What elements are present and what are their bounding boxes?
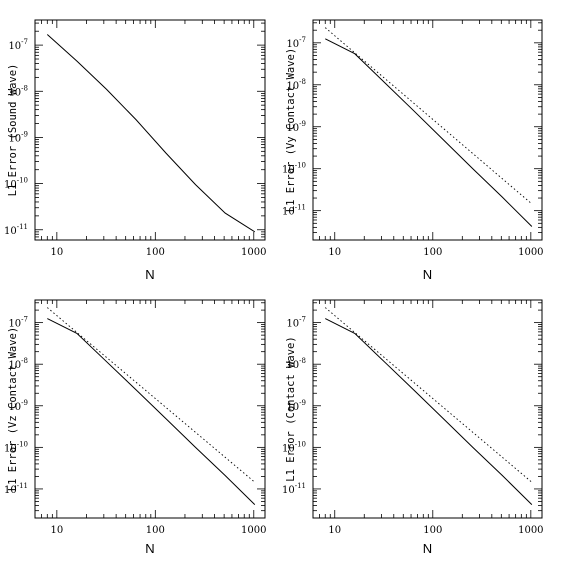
- chart-panel-1: 10 100 1000 10-11 10-10 10-9 10-8 10-7 N L1 Error…: [4, 19, 267, 282]
- x-tick-label: 10: [328, 247, 341, 258]
- y-tick-label: 10-11: [4, 482, 28, 496]
- y-tick-label: 10-8: [8, 357, 28, 371]
- x-tick-label: 100: [146, 525, 165, 536]
- y-tick-label: 10-10: [4, 440, 28, 454]
- chart-panel-3: 10 100 1000 10-11 10-10 10-9 10-8 10-7 N L1 Error…: [4, 299, 267, 556]
- y-tick-label: 10-10: [282, 440, 306, 454]
- y-axis-label: L1 Error (Contact Wave): [285, 336, 297, 481]
- y-tick-label: 10-9: [286, 120, 306, 134]
- y-tick-label: 10-7: [286, 36, 306, 50]
- y-axis-label: L1 Error (Vz Contact Wave): [7, 327, 19, 491]
- x-axis-label: N: [145, 267, 154, 282]
- error-series-line: [325, 38, 533, 227]
- reference-line: [47, 307, 256, 483]
- chart-panel-2: 10 100 1000 10-11 10-10 10-9 10-8 10-7 N L1 Error…: [282, 19, 544, 282]
- y-tick-label: 10-8: [286, 78, 306, 92]
- y-tick-label: 10-11: [282, 482, 306, 496]
- plot-frame: [34, 19, 266, 241]
- x-tick-label: 100: [423, 247, 442, 258]
- plot-frame: [312, 19, 543, 241]
- x-tick-label: 1000: [518, 525, 543, 536]
- x-tick-label: 1000: [241, 247, 266, 258]
- y-tick-label: 10-7: [286, 316, 306, 330]
- y-tick-label: 10-9: [286, 399, 306, 413]
- error-series-line: [46, 34, 256, 233]
- x-tick-label: 10: [50, 525, 63, 536]
- error-series-line: [325, 318, 533, 505]
- y-tick-label: 10-8: [8, 84, 28, 98]
- y-tick-label: 10-7: [8, 316, 28, 330]
- error-series-line: [47, 318, 256, 505]
- y-tick-label: 10-8: [286, 357, 306, 371]
- x-tick-label: 10: [328, 525, 341, 536]
- y-tick-label: 10-11: [282, 204, 306, 218]
- y-axis-label: L1 Error (Vy Contact Wave): [285, 48, 297, 212]
- x-axis-label: N: [423, 267, 432, 282]
- y-tick-label: 10-10: [4, 177, 28, 191]
- y-tick-label: 10-9: [8, 130, 28, 144]
- x-axis-label: N: [145, 541, 154, 556]
- x-tick-label: 1000: [241, 525, 266, 536]
- plot-frame: [312, 299, 543, 519]
- reference-line: [324, 27, 533, 205]
- y-tick-label: 10-10: [282, 162, 306, 176]
- y-tick-label: 10-11: [4, 223, 28, 237]
- reference-line: [324, 307, 533, 483]
- chart-panel-4: 10 100 1000 10-11 10-10 10-9 10-8 10-7 N L1 Error…: [282, 299, 544, 556]
- x-axis-label: N: [423, 541, 432, 556]
- x-tick-label: 100: [146, 247, 165, 258]
- y-axis-label: L1 Error (Sound Wave): [7, 64, 19, 197]
- y-tick-label: 10-7: [8, 38, 28, 52]
- plot-frame: [34, 299, 266, 519]
- x-tick-label: 10: [50, 247, 63, 258]
- x-tick-label: 1000: [518, 247, 543, 258]
- y-tick-label: 10-9: [8, 399, 28, 413]
- x-tick-label: 100: [423, 525, 442, 536]
